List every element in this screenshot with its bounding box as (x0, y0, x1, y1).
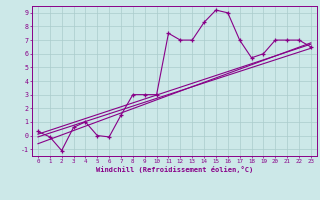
X-axis label: Windchill (Refroidissement éolien,°C): Windchill (Refroidissement éolien,°C) (96, 166, 253, 173)
